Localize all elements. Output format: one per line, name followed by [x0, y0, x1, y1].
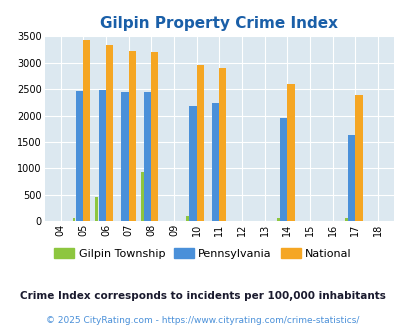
Bar: [279, 118, 287, 221]
Bar: [98, 90, 106, 221]
Text: © 2025 CityRating.com - https://www.cityrating.com/crime-statistics/: © 2025 CityRating.com - https://www.city…: [46, 316, 359, 325]
Bar: [211, 103, 219, 221]
Bar: [287, 84, 294, 221]
Legend: Gilpin Township, Pennsylvania, National: Gilpin Township, Pennsylvania, National: [49, 244, 356, 263]
Bar: [189, 106, 196, 221]
Bar: [72, 218, 75, 221]
Bar: [219, 68, 226, 221]
Text: Crime Index corresponds to incidents per 100,000 inhabitants: Crime Index corresponds to incidents per…: [20, 291, 385, 301]
Bar: [121, 92, 128, 221]
Bar: [128, 51, 135, 221]
Bar: [106, 45, 113, 221]
Bar: [141, 172, 143, 221]
Title: Gilpin Property Crime Index: Gilpin Property Crime Index: [100, 16, 337, 31]
Bar: [276, 218, 279, 221]
Bar: [347, 135, 354, 221]
Bar: [354, 95, 362, 221]
Bar: [95, 197, 98, 221]
Bar: [196, 65, 203, 221]
Bar: [151, 52, 158, 221]
Bar: [83, 40, 90, 221]
Bar: [185, 216, 188, 221]
Bar: [344, 218, 347, 221]
Bar: [76, 91, 83, 221]
Bar: [144, 92, 151, 221]
